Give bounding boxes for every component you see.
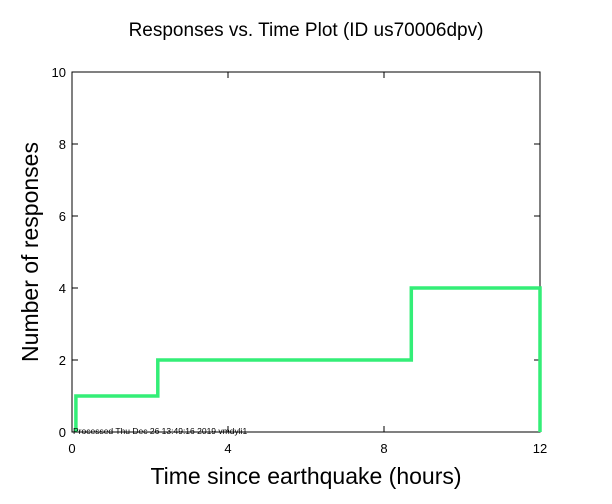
y-axis: 0 2 4 6 8 10: [52, 65, 540, 440]
x-tick-label: 0: [68, 441, 75, 456]
y-tick-label: 2: [59, 353, 66, 368]
plot-frame: [71, 71, 541, 433]
x-tick-label: 12: [533, 441, 547, 456]
y-tick-label: 8: [59, 137, 66, 152]
x-axis-label: Time since earthquake (hours): [150, 463, 461, 489]
x-tick-label: 8: [380, 441, 387, 456]
x-axis: 0 4 8 12: [68, 72, 547, 456]
y-tick-label: 6: [59, 209, 66, 224]
y-tick-label: 0: [59, 425, 66, 440]
processed-annotation: Processed Thu Dec 26 13:49:16 2019 vmdyl…: [73, 426, 247, 436]
y-tick-label: 4: [59, 281, 66, 296]
x-tick-label: 4: [224, 441, 231, 456]
y-tick-label: 10: [52, 65, 66, 80]
series-line: [74, 286, 542, 432]
y-axis-label: Number of responses: [17, 142, 43, 362]
chart-title: Responses vs. Time Plot (ID us70006dpv): [129, 20, 484, 41]
